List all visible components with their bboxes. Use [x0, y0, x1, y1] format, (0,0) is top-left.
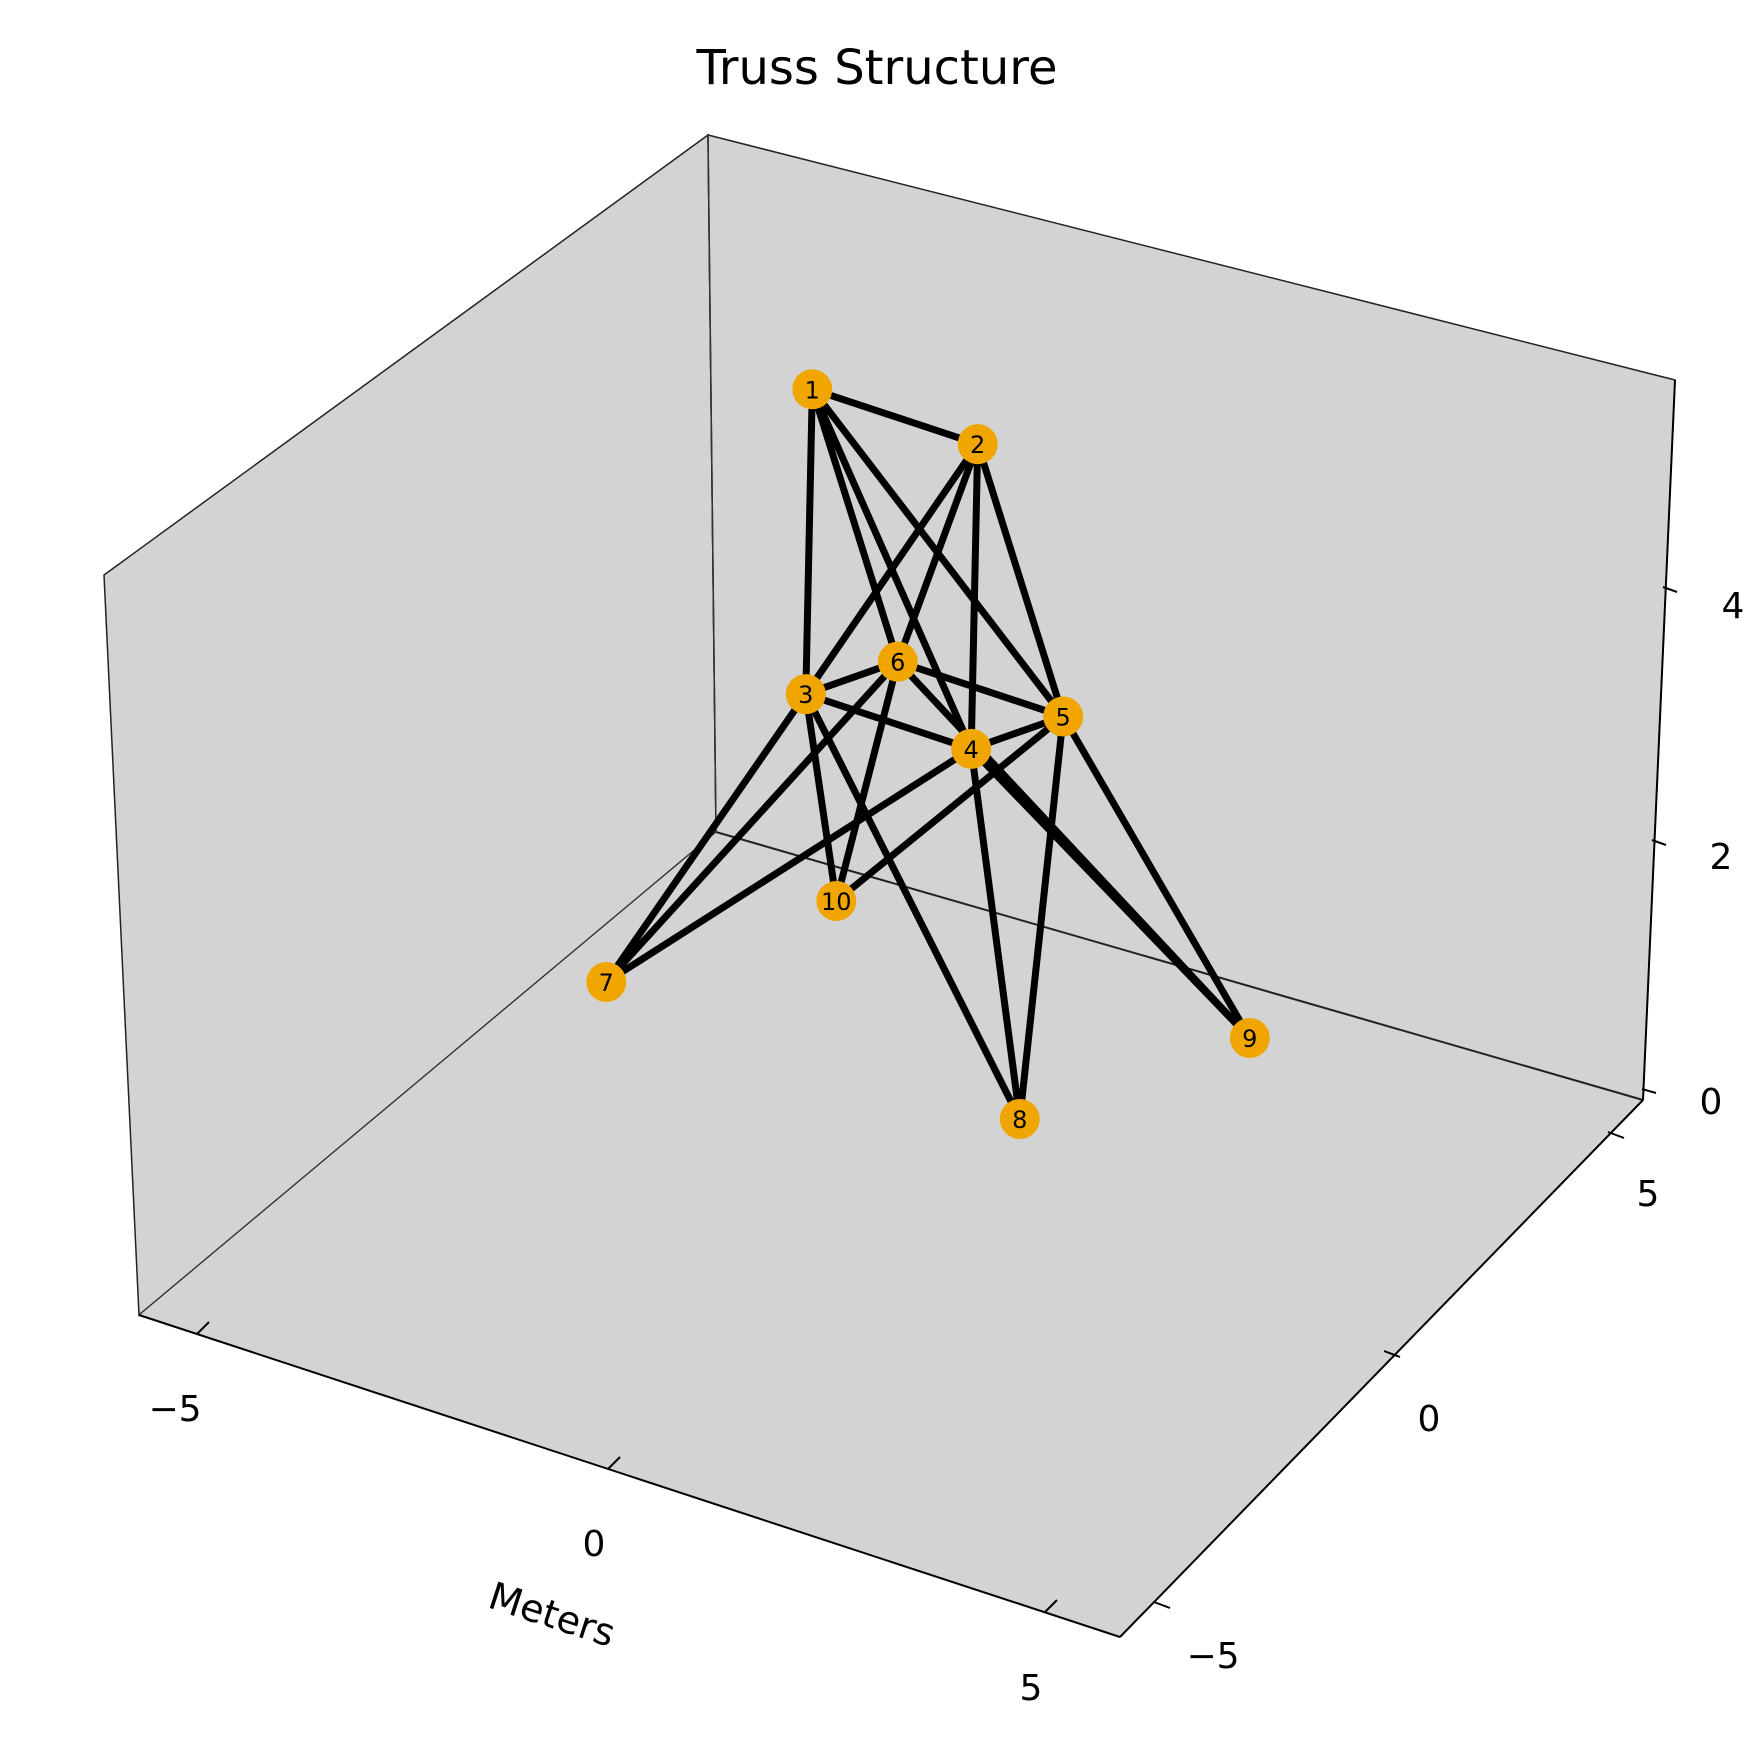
x-axis-line [138, 1314, 1121, 1638]
truss-node-label-2: 2 [970, 431, 985, 459]
truss-member-2-5 [974, 440, 1067, 720]
truss-member-6-7 [602, 658, 902, 986]
truss-node-label-4: 4 [964, 736, 979, 764]
chart-title: Truss Structure [696, 40, 1058, 96]
truss-member-1-6 [808, 385, 902, 666]
truss-node-10 [816, 881, 857, 921]
z-tick-mark [1641, 1088, 1657, 1094]
truss-node-6 [877, 641, 918, 682]
z-tick-mark [1662, 586, 1678, 593]
truss-member-2-6 [894, 440, 982, 666]
truss-member-4-7 [602, 745, 975, 986]
y-tick-label: −5 [1186, 1636, 1239, 1677]
truss-member-1-2 [808, 385, 982, 448]
truss-node-label-8: 8 [1012, 1106, 1027, 1134]
truss-member-1-3 [802, 385, 816, 698]
truss-member-6-9 [894, 658, 1254, 1042]
x-tick-mark [1044, 1599, 1058, 1613]
truss-member-5-10 [832, 713, 1067, 905]
truss-node-3 [785, 674, 826, 715]
back-vertical-edge [707, 134, 717, 833]
y-axis-line [1119, 1099, 1644, 1638]
truss-node-9 [1229, 1018, 1270, 1058]
truss-node-4 [951, 728, 992, 769]
truss-node-7 [586, 962, 627, 1002]
x-tick-mark [196, 1321, 210, 1335]
z-axis-line [1642, 379, 1676, 1101]
truss-node-label-5: 5 [1056, 704, 1071, 732]
truss-node-8 [999, 1099, 1040, 1139]
truss-member-3-8 [802, 690, 1024, 1123]
truss-member-5-6 [894, 658, 1067, 720]
z-tick-label: 2 [1710, 837, 1733, 878]
truss-member-6-10 [832, 658, 902, 905]
z-tick-label: 0 [1700, 1082, 1723, 1123]
x-tick-label: 5 [1020, 1668, 1043, 1709]
x-tick-mark [607, 1456, 621, 1470]
y-tick-label: 0 [1418, 1399, 1441, 1440]
truss-node-2 [957, 424, 998, 465]
truss-member-3-10 [802, 690, 840, 905]
x-axis-label: Meters [483, 1574, 620, 1656]
truss-node-1 [792, 369, 833, 410]
truss-member-5-9 [1059, 713, 1254, 1042]
truss-member-3-7 [602, 690, 810, 986]
truss-node-label-7: 7 [599, 969, 614, 997]
y-tick-mark [1153, 1601, 1171, 1609]
truss-node-label-9: 9 [1242, 1025, 1257, 1053]
truss-node-label-1: 1 [805, 376, 820, 404]
y-tick-mark [1607, 1131, 1625, 1139]
truss-node-label-6: 6 [890, 649, 905, 677]
x-tick-label: −5 [148, 1389, 201, 1430]
z-tick-mark [1651, 839, 1667, 846]
y-tick-label: 5 [1637, 1174, 1660, 1215]
truss-node-label-10: 10 [821, 888, 852, 916]
z-tick-label: 4 [1722, 586, 1745, 627]
truss-nodes: 1 2 3 4 5 6 7 8 9 10 [586, 369, 1270, 1139]
y-tick-mark [1383, 1350, 1401, 1358]
truss-members [602, 385, 1254, 1123]
x-tick-label: 0 [583, 1524, 606, 1565]
truss-member-2-3 [802, 440, 982, 698]
truss-member-5-8 [1016, 713, 1067, 1123]
truss-member-3-4 [802, 690, 975, 753]
truss-member-4-8 [967, 745, 1024, 1123]
truss-member-2-4 [967, 440, 982, 753]
truss-node-label-3: 3 [798, 681, 813, 709]
floor-back-left-edge [138, 831, 717, 1316]
truss-node-5 [1043, 696, 1084, 737]
